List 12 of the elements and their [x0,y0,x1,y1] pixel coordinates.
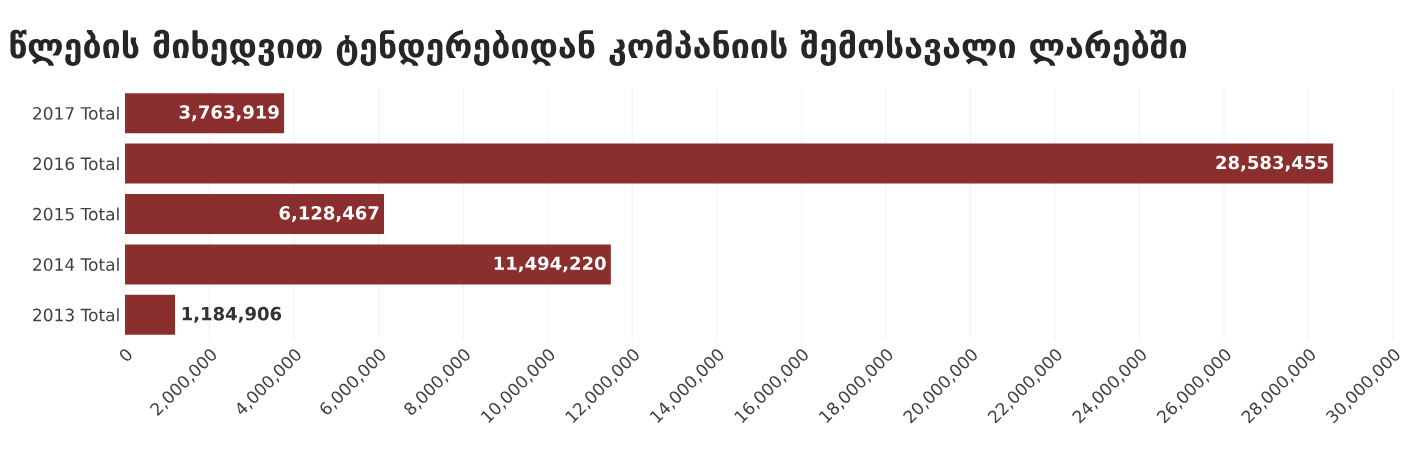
data-label: 11,494,220 [494,256,606,273]
data-label: 6,128,467 [279,206,379,222]
data-label: 3,763,919 [179,105,279,122]
y-tick-label: 2015 Total [33,207,119,221]
data-label: 28,583,455 [1216,155,1328,172]
y-tick-label: 2016 Total [33,157,119,171]
y-tick-label: 2017 Total [33,106,119,120]
data-label: 1,184,906 [182,306,282,323]
x-tick-label: 0 [120,349,132,361]
y-tick-label: 2014 Total [33,257,119,271]
chart-title: წლების მიხედვით ტენდერებიდან კომპანიის შემოსავალი ლარებში [10,29,1187,66]
y-tick-label: 2013 Total [33,308,119,322]
